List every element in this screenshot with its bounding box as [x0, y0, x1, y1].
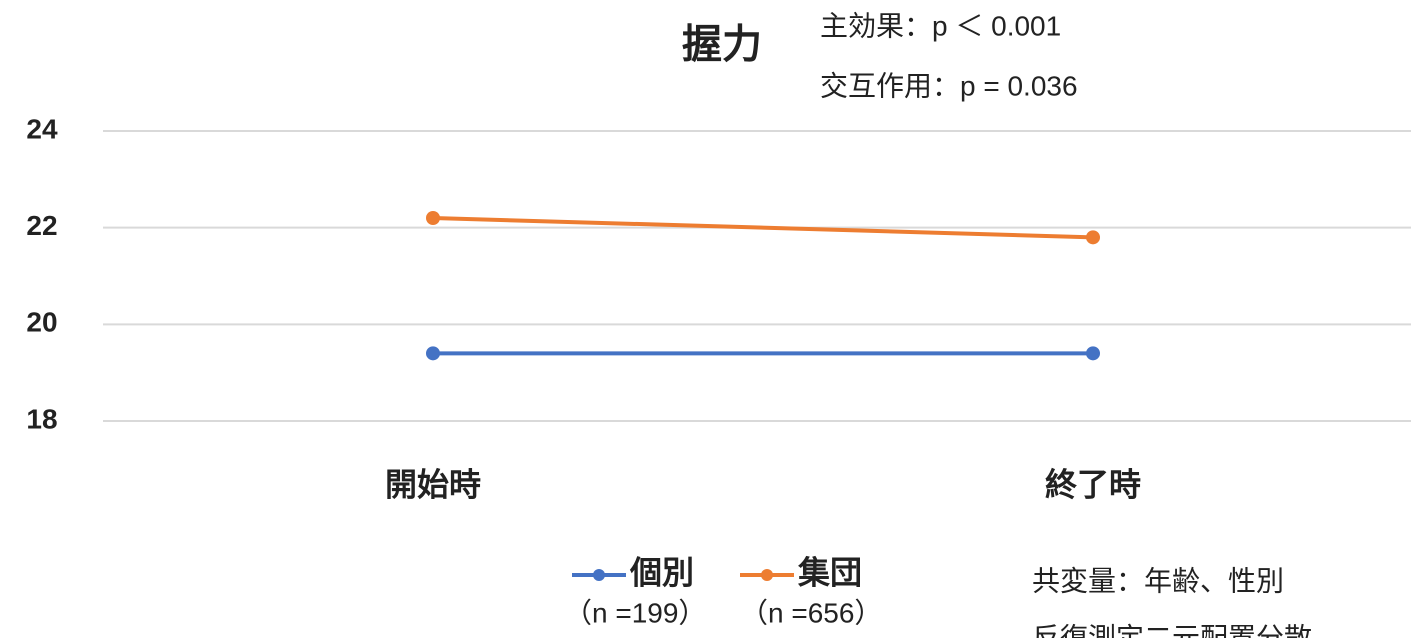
- line: [432, 216, 1094, 240]
- legend-label: 集団: [797, 554, 862, 590]
- x-tick-label: 終了時: [1045, 466, 1141, 502]
- legend-note: （n =199）: [564, 597, 706, 628]
- point: [1086, 346, 1100, 361]
- point: [426, 211, 440, 225]
- point: [1086, 230, 1100, 245]
- legend-marker: [761, 569, 773, 581]
- chart-title: 握力: [682, 23, 762, 67]
- annotation: 主効果：p ＜ 0.001: [820, 10, 1061, 41]
- y-tick-label: 20: [26, 307, 57, 338]
- y-tick-label: 24: [26, 113, 58, 144]
- point: [426, 346, 440, 361]
- note: 共変量：年齢、性別: [1032, 565, 1284, 596]
- x-tick-label: 開始時: [385, 466, 481, 502]
- y-tick-label: 22: [26, 210, 57, 241]
- y-tick-label: 18: [26, 403, 57, 434]
- legend-note: （n =656）: [740, 597, 882, 628]
- legend-marker: [593, 569, 605, 581]
- annotation: 交互作用：p = 0.036: [820, 70, 1078, 101]
- legend-label: 個別: [629, 554, 694, 590]
- note: 反復測定二元配置分散: [1032, 622, 1312, 638]
